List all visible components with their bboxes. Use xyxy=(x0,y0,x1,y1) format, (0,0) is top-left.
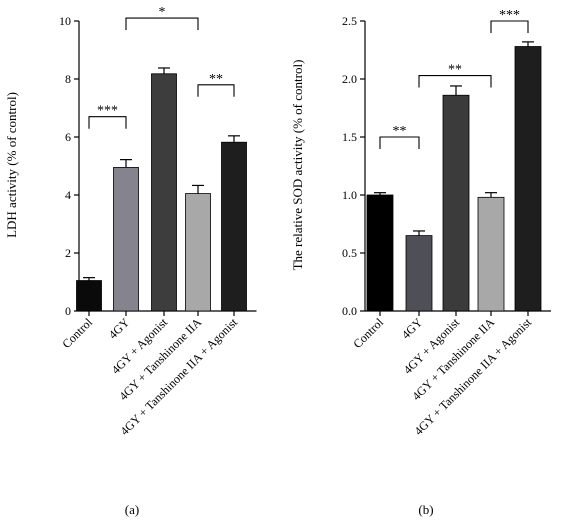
y-tick-label: 0.0 xyxy=(342,304,357,318)
y-tick-label: 0 xyxy=(65,304,71,318)
bar xyxy=(477,196,505,312)
significance-bracket xyxy=(197,84,235,97)
significance-label: * xyxy=(159,5,166,20)
y-tick-label: 8 xyxy=(65,72,71,86)
bar xyxy=(113,167,139,312)
significance-bracket xyxy=(490,20,529,33)
y-tick-label: 6 xyxy=(65,130,71,144)
significance-bracket xyxy=(88,116,127,129)
bar xyxy=(185,193,211,312)
y-tick-label: 1.0 xyxy=(342,188,357,202)
y-tick-label: 2.5 xyxy=(342,14,357,28)
category-label: 4GY xyxy=(399,315,426,342)
chart-panel-b: 0.0 0.5 1.0 1.5 2.0 2.5 The relative SOD activ… xyxy=(290,8,551,517)
panel-label: (b) xyxy=(418,502,433,517)
bar xyxy=(442,94,470,312)
category-label: Control xyxy=(59,315,95,351)
significance-label: ** xyxy=(448,63,462,78)
y-tick-label: 1.5 xyxy=(342,130,357,144)
y-tick-label: 0.5 xyxy=(342,246,357,260)
bar xyxy=(151,73,177,312)
significance-label: ** xyxy=(393,124,407,139)
y-tick-label: 4 xyxy=(65,188,71,202)
significance-bracket xyxy=(418,74,492,88)
bar xyxy=(76,280,102,312)
bar xyxy=(514,46,542,312)
significance-bracket xyxy=(379,136,420,149)
y-tick-label: 2.0 xyxy=(342,72,357,86)
significance-label: ** xyxy=(209,72,223,87)
bar xyxy=(405,235,433,312)
category-label: Control xyxy=(350,315,386,351)
y-tick-label: 2 xyxy=(65,246,71,260)
significance-label: *** xyxy=(97,104,118,119)
panel-label: (a) xyxy=(125,502,139,517)
category-label: 4GY xyxy=(106,315,133,342)
bar xyxy=(366,194,394,312)
significance-bracket xyxy=(125,17,199,31)
y-axis-label: LDH activity (% of control) xyxy=(4,92,19,238)
significance-label: *** xyxy=(499,8,520,23)
chart-panel-a: 0 2 4 6 8 10 LDH activity (% of control) Contro… xyxy=(4,5,257,517)
bar xyxy=(221,141,247,312)
y-axis-label: The relative SOD activity (% of control) xyxy=(290,60,305,271)
y-tick-label: 10 xyxy=(59,14,71,28)
